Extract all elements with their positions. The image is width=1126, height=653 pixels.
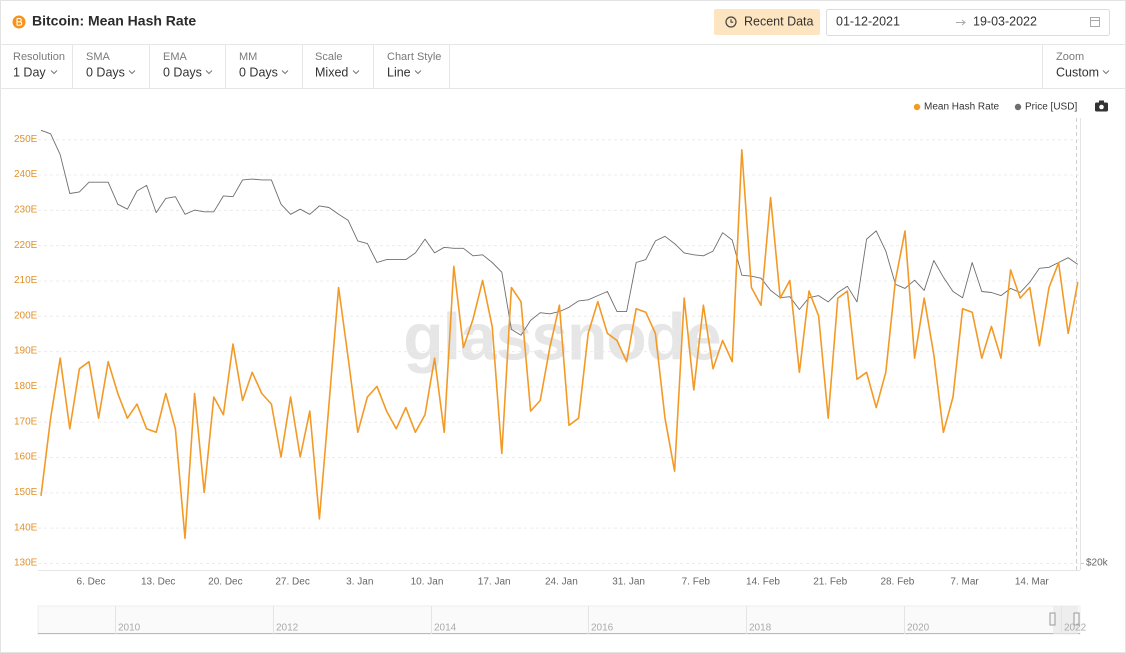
x-tick-label: 31. Jan — [612, 577, 645, 588]
navigator-handle[interactable] — [1049, 612, 1056, 626]
legend-marker — [913, 103, 921, 111]
legend-marker — [1014, 103, 1022, 111]
coin-glyph — [16, 17, 23, 26]
date-range-input[interactable] — [826, 9, 1110, 36]
y-tick-label: 140E — [14, 522, 38, 533]
chevron — [205, 70, 213, 75]
navigator-handle[interactable] — [1073, 612, 1080, 626]
y-tick-label: 130E — [14, 558, 38, 569]
control-label: Zoom — [1056, 51, 1084, 63]
y-tick-label: 160E — [14, 452, 38, 463]
control-label: MM — [239, 51, 257, 63]
navigator[interactable] — [37, 605, 1081, 635]
y-tick-label: 240E — [14, 169, 38, 180]
chevron — [414, 70, 422, 75]
calendar-icon[interactable] — [1090, 17, 1100, 27]
y2-tick-label: $20k — [1086, 558, 1109, 569]
y-tick-label: 180E — [14, 381, 38, 392]
x-tick-label: 10. Jan — [411, 577, 444, 588]
x-tick-label: 14. Mar — [1015, 577, 1050, 588]
control-label: EMA — [163, 51, 188, 63]
navigator-label: 2014 — [434, 623, 457, 634]
x-tick-label: 7. Mar — [950, 577, 979, 588]
navigator-label: 2016 — [591, 623, 614, 634]
navigator-label: 2022 — [1064, 623, 1087, 634]
control-value[interactable]: Custom — [1056, 65, 1099, 79]
chevron — [128, 70, 136, 75]
control-label: Chart Style — [387, 51, 441, 63]
toolbar: Resolution 1 Day SMA 0 Days EMA 0 Days M… — [13, 44, 1110, 88]
y-tick-label: 230E — [14, 204, 38, 215]
control-value[interactable]: Line — [387, 65, 411, 79]
navigator-label: 2010 — [118, 623, 141, 634]
x-tick-label: 3. Jan — [346, 577, 373, 588]
x-tick-label: 7. Feb — [682, 577, 711, 588]
y-tick-label: 200E — [14, 310, 38, 321]
chevron — [50, 70, 58, 75]
x-tick-label: 6. Dec — [77, 577, 106, 588]
x-tick-label: 21. Feb — [813, 577, 847, 588]
y-tick-label: 250E — [14, 134, 38, 145]
clock-hands — [730, 19, 734, 23]
date-arrow — [956, 19, 966, 26]
navigator-label: 2020 — [907, 623, 930, 634]
y-tick-label: 210E — [14, 275, 38, 286]
y-tick-label: 190E — [14, 346, 38, 357]
control-value[interactable]: 0 Days — [163, 65, 202, 79]
page-title: Bitcoin: Mean Hash Rate — [32, 13, 196, 29]
date-from[interactable]: 01-12-2021 — [836, 14, 900, 28]
date-to[interactable]: 19-03-2022 — [973, 14, 1037, 28]
y-tick-label: 220E — [14, 240, 38, 251]
legend-label: Price [USD] — [1025, 102, 1077, 113]
control-value[interactable]: Mixed — [315, 65, 348, 79]
control-label: Resolution — [13, 51, 65, 63]
x-tick-label: 17. Jan — [478, 577, 511, 588]
control-label: Scale — [315, 51, 343, 63]
x-tick-label: 13. Dec — [141, 577, 175, 588]
legend-label: Mean Hash Rate — [924, 102, 999, 113]
chevron — [281, 70, 289, 75]
navigator-label: 2012 — [276, 623, 299, 634]
recent-data-button[interactable] — [714, 9, 820, 35]
y-tick-label: 170E — [14, 416, 38, 427]
x-tick-label: 27. Dec — [275, 577, 309, 588]
chevron — [1102, 70, 1110, 75]
camera-lens — [1099, 104, 1104, 110]
control-value[interactable]: 1 Day — [13, 65, 46, 79]
recent-data-label[interactable]: Recent Data — [744, 14, 814, 28]
x-tick-label: 20. Dec — [208, 577, 242, 588]
series-line — [40, 149, 1079, 540]
x-tick-label: 28. Feb — [880, 577, 914, 588]
x-tick-label: 14. Feb — [746, 577, 780, 588]
y-tick-label: 150E — [14, 487, 38, 498]
camera-icon-top — [1099, 100, 1104, 104]
control-value[interactable]: 0 Days — [239, 65, 278, 79]
control-value[interactable]: 0 Days — [86, 65, 125, 79]
control-label: SMA — [86, 51, 111, 63]
chevron — [352, 70, 360, 75]
clock-icon — [725, 16, 737, 28]
navigator-label: 2018 — [749, 623, 772, 634]
x-tick-label: 24. Jan — [545, 577, 578, 588]
